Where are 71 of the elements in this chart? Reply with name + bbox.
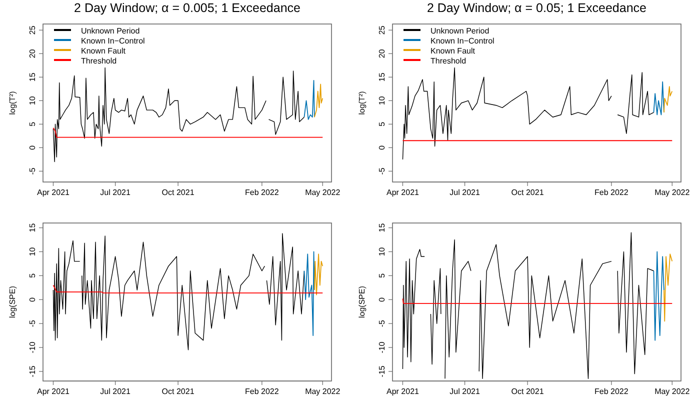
y-axis-title: log(T²)	[358, 90, 366, 115]
chart-title: 2 Day Window; α = 0.005; 1 Exceedance	[74, 1, 301, 15]
x-tick-label: Feb 2022	[594, 387, 629, 396]
line-series	[653, 81, 664, 116]
legend-label: Unknown Period	[430, 26, 490, 36]
y-tick-label: -5	[28, 319, 37, 328]
y-axis-title: log(SPE)	[358, 286, 366, 318]
y-tick-label: 0	[28, 144, 37, 150]
x-tick-label: May 2022	[305, 188, 341, 197]
y-tick-label: -5	[378, 167, 386, 175]
y-tick-label: 20	[28, 48, 37, 58]
y-tick-label: -10	[28, 341, 37, 354]
line-series	[314, 254, 324, 296]
x-tick-label: Feb 2022	[594, 188, 629, 197]
x-tick-label: Feb 2022	[245, 188, 280, 197]
line-series	[314, 84, 324, 118]
y-tick-label: 10	[378, 246, 386, 256]
x-tick-label: Apr 2021	[36, 188, 70, 197]
y-tick-label: 5	[378, 121, 386, 126]
legend-label: Known Fault	[81, 46, 126, 56]
x-tick-label: Oct 2021	[511, 188, 544, 197]
x-tick-label: Oct 2021	[511, 387, 544, 396]
y-tick-label: 10	[378, 96, 386, 106]
x-tick-label: Feb 2022	[245, 387, 280, 396]
y-tick-label: 5	[28, 121, 37, 126]
y-tick-label: 0	[28, 296, 37, 302]
line-series	[664, 254, 673, 322]
x-tick-label: Jul 2021	[450, 387, 480, 396]
y-tick-label: -5	[378, 319, 386, 328]
y-tick-label: 25	[378, 25, 386, 35]
line-series	[653, 251, 664, 341]
y-tick-label: 5	[378, 272, 386, 278]
x-tick-label: Oct 2021	[162, 188, 195, 197]
y-tick-label: 15	[378, 72, 386, 82]
y-tick-label: 20	[378, 48, 386, 58]
y-tick-label: 15	[378, 222, 386, 232]
y-tick-label: 10	[28, 96, 37, 106]
x-tick-label: Apr 2021	[36, 387, 70, 396]
x-tick-label: May 2022	[305, 387, 341, 396]
x-tick-label: May 2022	[654, 387, 690, 396]
legend-label: Known In−Control	[81, 36, 146, 46]
y-axis-title: log(SPE)	[8, 286, 17, 318]
legend-label: Known In−Control	[430, 36, 495, 46]
y-tick-label: 15	[28, 72, 37, 82]
x-tick-label: Apr 2021	[386, 387, 420, 396]
y-tick-label: 25	[28, 25, 37, 35]
y-tick-label: 15	[28, 222, 37, 232]
chart-title: 2 Day Window; α = 0.05; 1 Exceedance	[426, 1, 647, 15]
x-tick-label: May 2022	[654, 188, 690, 197]
x-tick-label: Jul 2021	[450, 188, 480, 197]
y-axis-title: log(T²)	[8, 90, 17, 115]
legend-label: Threshold	[81, 56, 117, 66]
legend-label: Unknown Period	[81, 26, 140, 36]
y-tick-label: 0	[378, 144, 386, 150]
legend-label: Known Fault	[430, 46, 476, 56]
y-tick-label: -10	[378, 341, 386, 354]
line-series	[664, 86, 673, 113]
y-tick-label: -5	[28, 167, 37, 175]
line-series	[304, 80, 315, 120]
line-series	[304, 251, 315, 336]
y-tick-label: 10	[28, 246, 37, 256]
y-tick-label: -15	[28, 365, 37, 378]
line-series	[52, 284, 324, 294]
x-tick-label: Apr 2021	[386, 188, 420, 197]
x-tick-label: Jul 2021	[100, 387, 131, 396]
legend-label: Threshold	[430, 56, 466, 66]
y-tick-label: 5	[28, 272, 37, 278]
y-tick-label: 0	[378, 296, 386, 302]
y-tick-label: -15	[378, 365, 386, 378]
x-tick-label: Jul 2021	[100, 188, 131, 197]
x-tick-label: Oct 2021	[162, 387, 195, 396]
